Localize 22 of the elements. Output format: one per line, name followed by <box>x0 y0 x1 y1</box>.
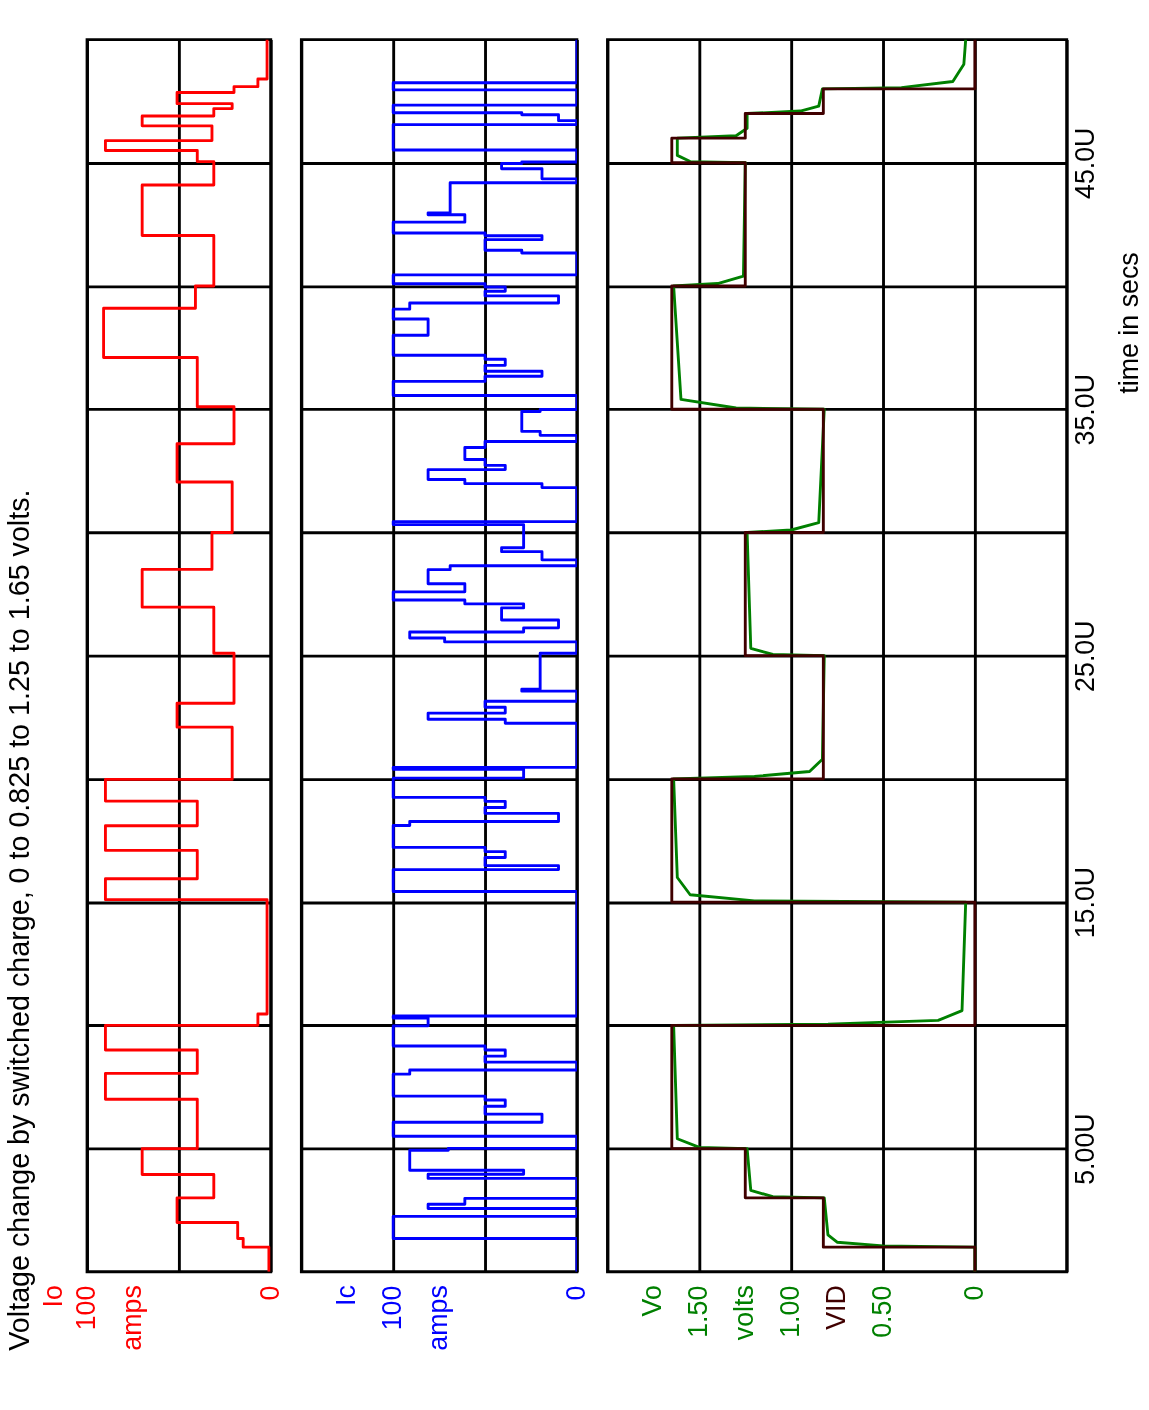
text: amps <box>116 1285 147 1351</box>
x-tick-label: 0 <box>254 1285 285 1301</box>
text: Vo <box>637 1285 668 1317</box>
y-tick-label: 5.00U <box>1069 1113 1100 1185</box>
y-axis-title: time in secs <box>1113 252 1144 394</box>
x-tick-label: 100 <box>71 1285 102 1331</box>
text: Voltage change by switched charge, 0 to 0.825 to 1.25 to 1.65 volts. <box>3 489 36 1351</box>
x-tick-label: 0.50 <box>867 1285 898 1338</box>
x-tick-label: 0 <box>959 1285 990 1301</box>
text: amps <box>422 1285 453 1351</box>
y-tick-label: 25.0U <box>1069 620 1100 692</box>
y-tick-label: 15.0U <box>1069 866 1100 939</box>
text: volts <box>728 1285 759 1341</box>
x-tick-label: 1.50 <box>683 1285 714 1338</box>
text: Io <box>37 1285 68 1308</box>
text: VID <box>820 1285 851 1330</box>
y-tick-label: 45.0U <box>1069 127 1100 199</box>
text: Ic <box>330 1285 361 1307</box>
x-tick-label: 100 <box>377 1285 408 1331</box>
y-tick-label: 35.0U <box>1069 374 1100 446</box>
x-tick-label: 0 <box>561 1285 592 1301</box>
x-tick-label: 1.00 <box>775 1285 806 1338</box>
